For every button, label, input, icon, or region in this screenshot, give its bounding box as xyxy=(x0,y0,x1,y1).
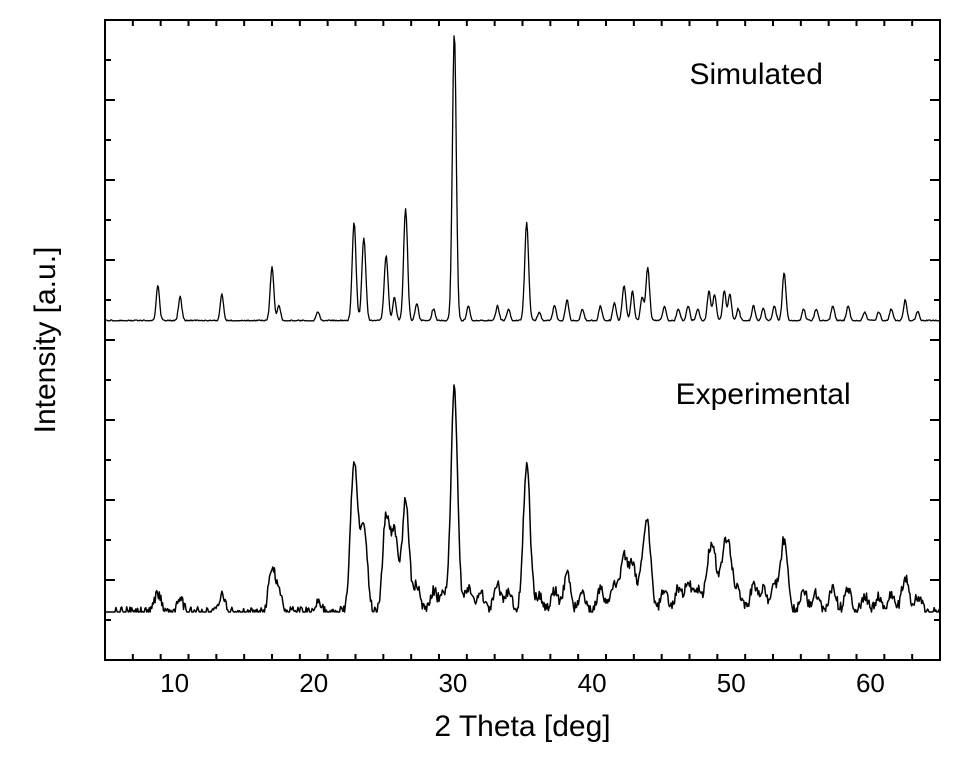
x-tick-label: 40 xyxy=(578,668,607,698)
x-tick-label: 50 xyxy=(717,668,746,698)
x-tick-label: 20 xyxy=(299,668,328,698)
plot-frame xyxy=(105,20,940,660)
figure-stage: 10 20 30 40 50 60 2 Theta [deg] Intensity [a.u.… xyxy=(0,0,976,769)
x-tick-label: 10 xyxy=(160,668,189,698)
x-tick-label: 30 xyxy=(438,668,467,698)
x-tick-label: 60 xyxy=(856,668,885,698)
x-axis-label: 2 Theta [deg] xyxy=(434,710,610,743)
trace-label-experimental: Experimental xyxy=(676,378,851,411)
trace-label-simulated: Simulated xyxy=(690,58,823,91)
xrd-figure-svg: 10 20 30 40 50 60 2 Theta [deg] Intensity [a.u.… xyxy=(0,0,976,769)
trace-experimental xyxy=(105,385,940,612)
y-axis-label: Intensity [a.u.] xyxy=(29,247,62,434)
